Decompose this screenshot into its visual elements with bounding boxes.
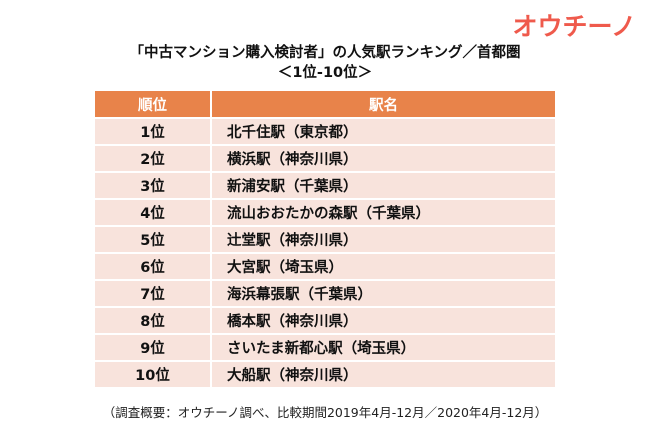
brand-logo: オウチーノ [512, 12, 636, 41]
rank-cell: 2位 [95, 144, 212, 171]
table-row: 10位 大船駅（神奈川県） [95, 360, 555, 387]
survey-footnote: （調査概要：オウチーノ調べ、比較期間2019年4月-12月／2020年4月-12… [102, 405, 548, 420]
table-row: 8位 橋本駅（神奈川県） [95, 306, 555, 333]
rank-cell: 9位 [95, 333, 212, 360]
rank-cell: 7位 [95, 279, 212, 306]
station-cell: 流山おおたかの森駅（千葉県） [212, 198, 555, 225]
table-row: 6位 大宮駅（埼玉県） [95, 252, 555, 279]
table-row: 9位 さいたま新都心駅（埼玉県） [95, 333, 555, 360]
table-row: 3位 新浦安駅（千葉県） [95, 171, 555, 198]
page-title: 「中古マンション購入検討者」の人気駅ランキング／首都圏 [129, 45, 521, 61]
table-header-row: 順位 駅名 [95, 91, 555, 117]
rank-cell: 6位 [95, 252, 212, 279]
rank-cell: 5位 [95, 225, 212, 252]
table-row: 4位 流山おおたかの森駅（千葉県） [95, 198, 555, 225]
rank-cell: 1位 [95, 117, 212, 144]
rank-cell: 8位 [95, 306, 212, 333]
page-subtitle: ＜1位-10位＞ [277, 65, 373, 81]
station-cell: 大宮駅（埼玉県） [212, 252, 555, 279]
rank-cell: 3位 [95, 171, 212, 198]
station-cell: 北千住駅（東京都） [212, 117, 555, 144]
station-cell: 横浜駅（神奈川県） [212, 144, 555, 171]
rank-cell: 4位 [95, 198, 212, 225]
table-row: 5位 辻堂駅（神奈川県） [95, 225, 555, 252]
station-cell: 辻堂駅（神奈川県） [212, 225, 555, 252]
station-cell: 橋本駅（神奈川県） [212, 306, 555, 333]
table-row: 2位 横浜駅（神奈川県） [95, 144, 555, 171]
station-cell: 新浦安駅（千葉県） [212, 171, 555, 198]
station-cell: 海浜幕張駅（千葉県） [212, 279, 555, 306]
ranking-table: 順位 駅名 1位 北千住駅（東京都） 2位 横浜駅（神奈川県） 3位 新浦安駅（… [95, 91, 555, 387]
station-column-header: 駅名 [212, 91, 555, 117]
station-cell: 大船駅（神奈川県） [212, 360, 555, 387]
rank-cell: 10位 [95, 360, 212, 387]
table-row: 7位 海浜幕張駅（千葉県） [95, 279, 555, 306]
rank-column-header: 順位 [95, 91, 212, 117]
station-cell: さいたま新都心駅（埼玉県） [212, 333, 555, 360]
table-row: 1位 北千住駅（東京都） [95, 117, 555, 144]
